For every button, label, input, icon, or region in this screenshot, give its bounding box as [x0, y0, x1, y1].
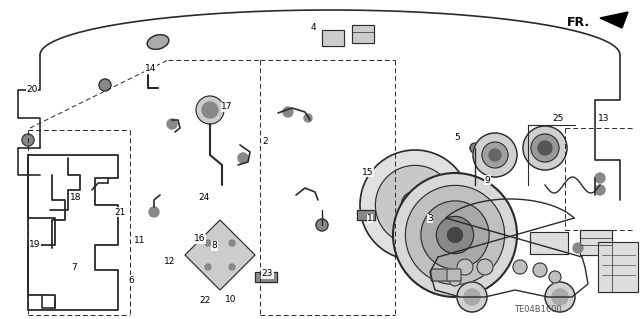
FancyBboxPatch shape: [255, 272, 277, 282]
Circle shape: [477, 259, 493, 275]
Circle shape: [205, 264, 211, 270]
Text: 15: 15: [362, 168, 373, 177]
Text: 23: 23: [262, 269, 273, 278]
Text: 18: 18: [70, 193, 81, 202]
Text: 11: 11: [134, 236, 145, 245]
Circle shape: [316, 219, 328, 231]
Polygon shape: [185, 220, 255, 290]
Circle shape: [229, 240, 235, 246]
Circle shape: [489, 149, 501, 161]
Circle shape: [552, 289, 568, 305]
Text: 14: 14: [145, 64, 156, 73]
Text: 20: 20: [26, 85, 38, 94]
Circle shape: [202, 102, 218, 118]
Text: 6: 6: [129, 276, 134, 285]
Circle shape: [393, 173, 517, 297]
Text: 12: 12: [164, 257, 175, 266]
Circle shape: [464, 289, 480, 305]
Circle shape: [473, 133, 517, 177]
Circle shape: [447, 227, 463, 242]
Circle shape: [533, 263, 547, 277]
FancyBboxPatch shape: [357, 210, 375, 220]
FancyBboxPatch shape: [431, 269, 451, 281]
Text: 9: 9: [485, 176, 490, 185]
FancyBboxPatch shape: [322, 30, 344, 46]
Circle shape: [238, 153, 248, 163]
Circle shape: [421, 201, 489, 269]
Text: 19: 19: [29, 241, 41, 249]
Circle shape: [229, 264, 235, 270]
Circle shape: [549, 271, 561, 283]
Text: 22: 22: [199, 296, 211, 305]
Text: 24: 24: [198, 193, 209, 202]
Circle shape: [304, 114, 312, 122]
FancyBboxPatch shape: [580, 230, 612, 255]
Text: TE04B1600: TE04B1600: [514, 306, 562, 315]
FancyBboxPatch shape: [530, 232, 568, 254]
FancyBboxPatch shape: [352, 25, 374, 43]
Circle shape: [99, 79, 111, 91]
Text: 4: 4: [311, 23, 316, 32]
Text: 16: 16: [194, 234, 205, 243]
Circle shape: [283, 107, 293, 117]
Circle shape: [531, 134, 559, 162]
Text: 8: 8: [212, 241, 217, 250]
Polygon shape: [600, 12, 628, 28]
Circle shape: [409, 199, 421, 211]
Text: 13: 13: [598, 114, 610, 122]
Circle shape: [470, 143, 480, 153]
Circle shape: [457, 282, 487, 312]
Circle shape: [149, 207, 159, 217]
Circle shape: [513, 260, 527, 274]
Ellipse shape: [147, 35, 169, 49]
Text: 17: 17: [221, 102, 233, 111]
Circle shape: [457, 259, 473, 275]
Text: 5: 5: [455, 133, 460, 142]
Text: 7: 7: [71, 263, 76, 272]
Circle shape: [523, 126, 567, 170]
Circle shape: [401, 191, 429, 219]
FancyBboxPatch shape: [598, 242, 638, 292]
Circle shape: [595, 185, 605, 195]
Text: 25: 25: [552, 114, 564, 122]
Circle shape: [167, 119, 177, 129]
Text: FR.: FR.: [567, 16, 590, 28]
Circle shape: [360, 150, 470, 260]
Text: 10: 10: [225, 295, 236, 304]
Circle shape: [595, 173, 605, 183]
Circle shape: [436, 216, 474, 254]
Text: 1: 1: [367, 214, 372, 223]
Circle shape: [573, 243, 583, 253]
Circle shape: [405, 185, 504, 285]
Circle shape: [196, 96, 224, 124]
Circle shape: [538, 141, 552, 155]
Text: 21: 21: [115, 208, 126, 217]
Circle shape: [545, 282, 575, 312]
Text: 3: 3: [428, 214, 433, 223]
Circle shape: [449, 274, 461, 286]
Circle shape: [376, 165, 454, 245]
Circle shape: [205, 240, 211, 246]
Text: 2: 2: [263, 137, 268, 146]
FancyBboxPatch shape: [447, 269, 461, 281]
Circle shape: [482, 142, 508, 168]
Circle shape: [22, 134, 34, 146]
